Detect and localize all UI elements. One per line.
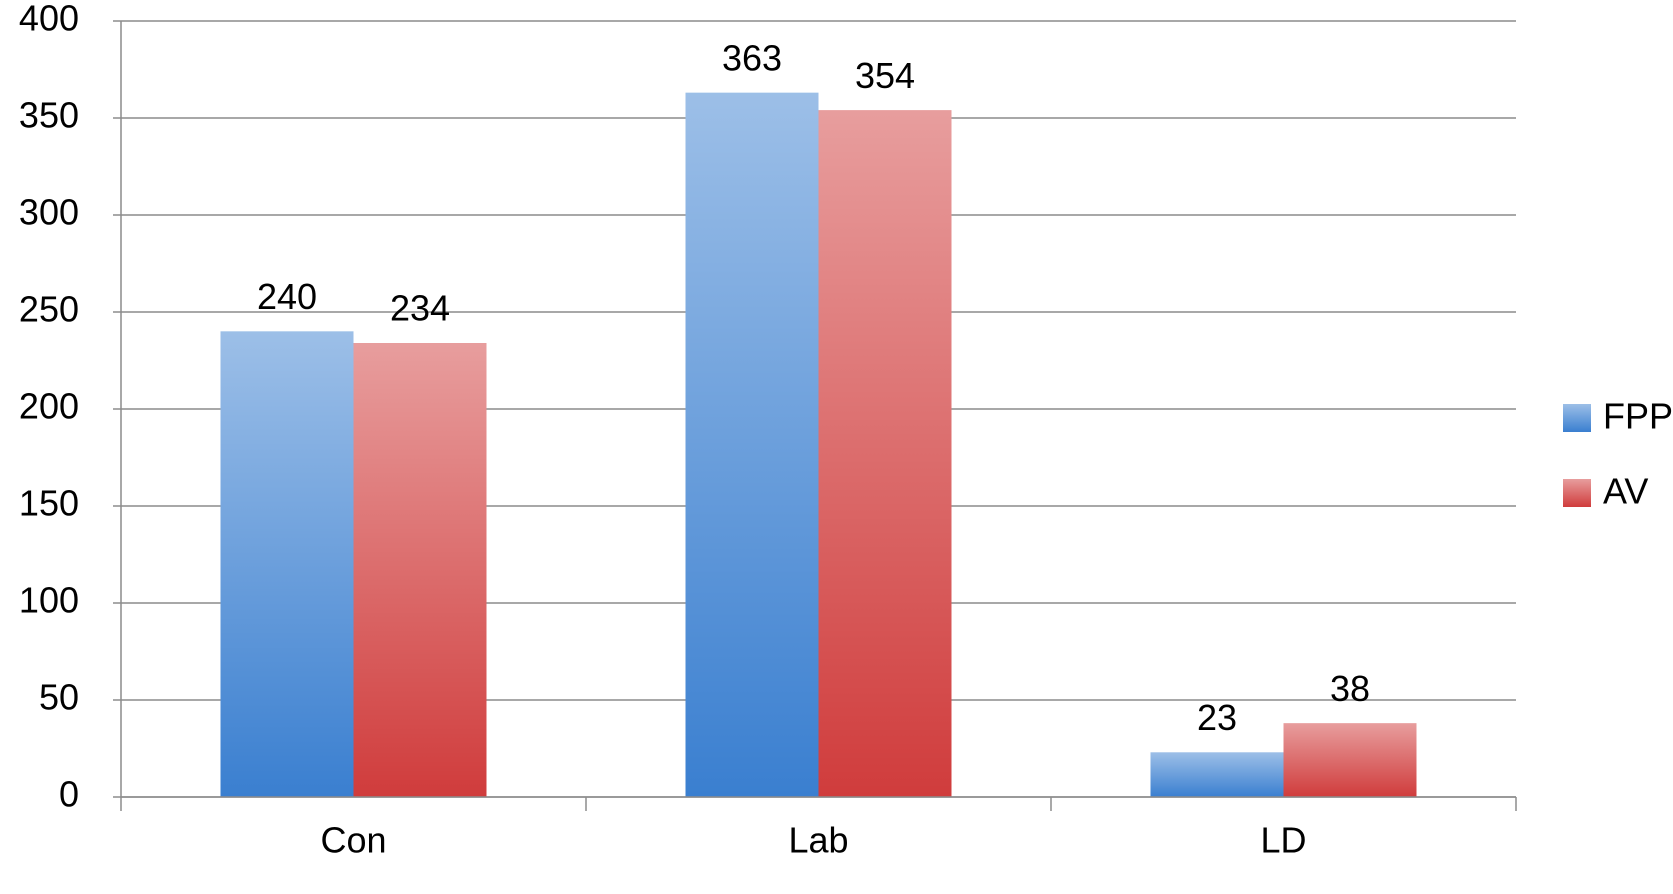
y-tick-label: 250 [19,289,79,330]
data-label: 234 [390,288,450,329]
data-label: 363 [722,37,782,78]
legend-label: AV [1603,471,1648,512]
y-tick-label: 100 [19,580,79,621]
legend-swatch-shade [1563,404,1591,432]
data-label: 38 [1330,668,1370,709]
y-tick-label: 150 [19,483,79,524]
bar-shade [220,331,354,797]
bar-shade [818,110,952,798]
bar-shade [1150,752,1284,797]
bar-shade [685,92,819,797]
y-tick-label: 400 [19,0,79,39]
data-label: 23 [1197,697,1237,738]
data-label: 240 [257,276,317,317]
x-tick-label: Lab [788,820,848,861]
legend-swatch-shade [1563,479,1591,507]
y-tick-label: 200 [19,386,79,427]
y-tick-label: 350 [19,95,79,136]
x-tick-label: LD [1260,820,1306,861]
bar-shade [353,343,487,797]
legend-label: FPP [1603,396,1673,437]
data-label: 354 [855,55,915,96]
y-tick-label: 0 [59,774,79,815]
y-tick-label: 300 [19,192,79,233]
y-tick-label: 50 [39,677,79,718]
x-tick-label: Con [320,820,386,861]
bar-shade [1283,723,1417,797]
